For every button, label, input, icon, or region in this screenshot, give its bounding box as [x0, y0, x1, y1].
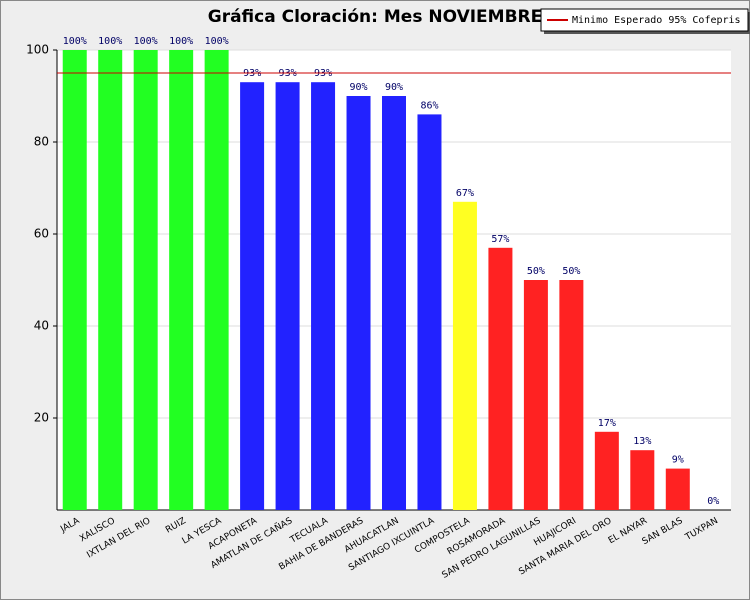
bar	[346, 96, 371, 510]
data-label: 67%	[456, 188, 474, 199]
data-label: 100%	[205, 36, 229, 47]
bar	[452, 201, 477, 511]
bar	[311, 82, 336, 510]
data-label: 100%	[98, 36, 122, 47]
legend-box	[540, 8, 749, 32]
bar	[240, 82, 265, 510]
bar	[98, 50, 123, 510]
data-label: 90%	[349, 82, 367, 93]
data-label: 100%	[134, 36, 158, 47]
bar	[133, 50, 158, 510]
data-label: 50%	[562, 266, 580, 277]
y-tick-label: 80	[34, 135, 49, 149]
bar	[62, 50, 87, 510]
y-tick-label: 40	[34, 319, 49, 333]
data-label: 0%	[707, 496, 719, 507]
data-label: 57%	[491, 234, 509, 245]
bar	[275, 82, 300, 510]
y-tick-label: 60	[34, 227, 49, 241]
data-label: 50%	[527, 266, 545, 277]
data-label: 100%	[63, 36, 87, 47]
data-label: 93%	[279, 68, 297, 79]
bar	[630, 450, 655, 510]
bar	[559, 280, 584, 510]
bar	[382, 96, 406, 510]
y-tick-label: 100	[26, 43, 49, 57]
data-label: 93%	[314, 68, 332, 79]
data-label: 90%	[385, 82, 403, 93]
bar	[594, 431, 619, 510]
data-label: 9%	[672, 455, 684, 466]
bar	[488, 247, 513, 511]
bar	[417, 114, 442, 511]
legend-label: Minimo Esperado 95% Cofepris	[572, 15, 741, 26]
bar	[523, 280, 548, 510]
data-label: 93%	[243, 68, 261, 79]
y-tick-label: 20	[34, 411, 49, 425]
data-label: 13%	[633, 436, 651, 447]
bar	[169, 50, 194, 510]
bar	[204, 50, 229, 510]
bar	[665, 468, 690, 510]
chart-title: Gráfica Cloración: Mes NOVIEMBRE	[208, 7, 543, 27]
data-label: 86%	[420, 100, 438, 111]
data-label: 17%	[598, 418, 616, 429]
data-label: 100%	[169, 36, 193, 47]
